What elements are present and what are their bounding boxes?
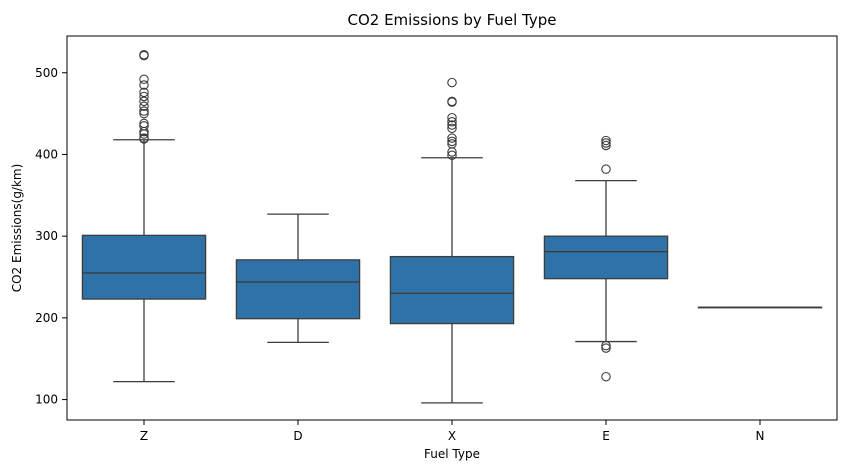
outlier-point [139,80,149,90]
outlier-point [447,112,457,123]
outlier-point [139,108,149,119]
outlier-point [139,87,149,98]
outlier-point [447,123,457,134]
iqr-box [81,234,207,300]
iqr-box [543,235,669,280]
y-axis-label: CO2 Emissions(g/km) [10,164,24,293]
outlier-point [601,343,611,353]
outlier-point [139,129,149,139]
outlier-point [447,97,457,107]
y-tick-label: 100 [35,393,58,407]
box-group-d [235,213,361,344]
box-group-n [697,306,823,309]
outlier-point [139,74,149,85]
outlier-point [447,150,457,161]
outlier-point [447,136,457,147]
x-tick-label: N [756,429,765,443]
iqr-box [389,255,515,325]
y-tick-label: 500 [35,66,58,80]
outlier-point [139,101,149,112]
box-group-e [543,135,669,382]
x-tick-label: X [448,429,456,443]
x-tick-label: E [602,429,610,443]
outlier-point [447,117,457,127]
outlier-point [447,120,457,130]
outlier-point [447,77,457,88]
plot-frame [66,35,838,421]
y-tick-label: 200 [35,311,58,325]
plot-area [81,50,823,404]
x-tick-label: D [293,429,302,443]
chart-title: CO2 Emissions by Fuel Type [347,11,556,29]
x-tick-label: Z [140,429,148,443]
outlier-point [139,134,149,144]
y-tick-label: 300 [35,229,58,243]
outlier-point [601,135,611,146]
outlier-point [601,140,611,151]
outlier-point [139,96,149,107]
outlier-point [601,340,611,351]
outlier-point [601,138,611,148]
y-tick-label: 400 [35,147,58,161]
outlier-point [447,133,457,143]
outlier-point [139,91,149,102]
x-axis-label: Fuel Type [424,447,480,461]
box-group-x [389,77,515,404]
outlier-point [139,106,149,116]
outlier-point [139,126,149,137]
outlier-point [601,164,611,174]
outlier-point [601,371,611,382]
y-axis: 100 200 300 400 500 [35,66,67,407]
box-group-z [81,50,207,383]
iqr-box [235,259,361,320]
outlier-point [139,50,149,61]
outlier-point [447,147,457,157]
